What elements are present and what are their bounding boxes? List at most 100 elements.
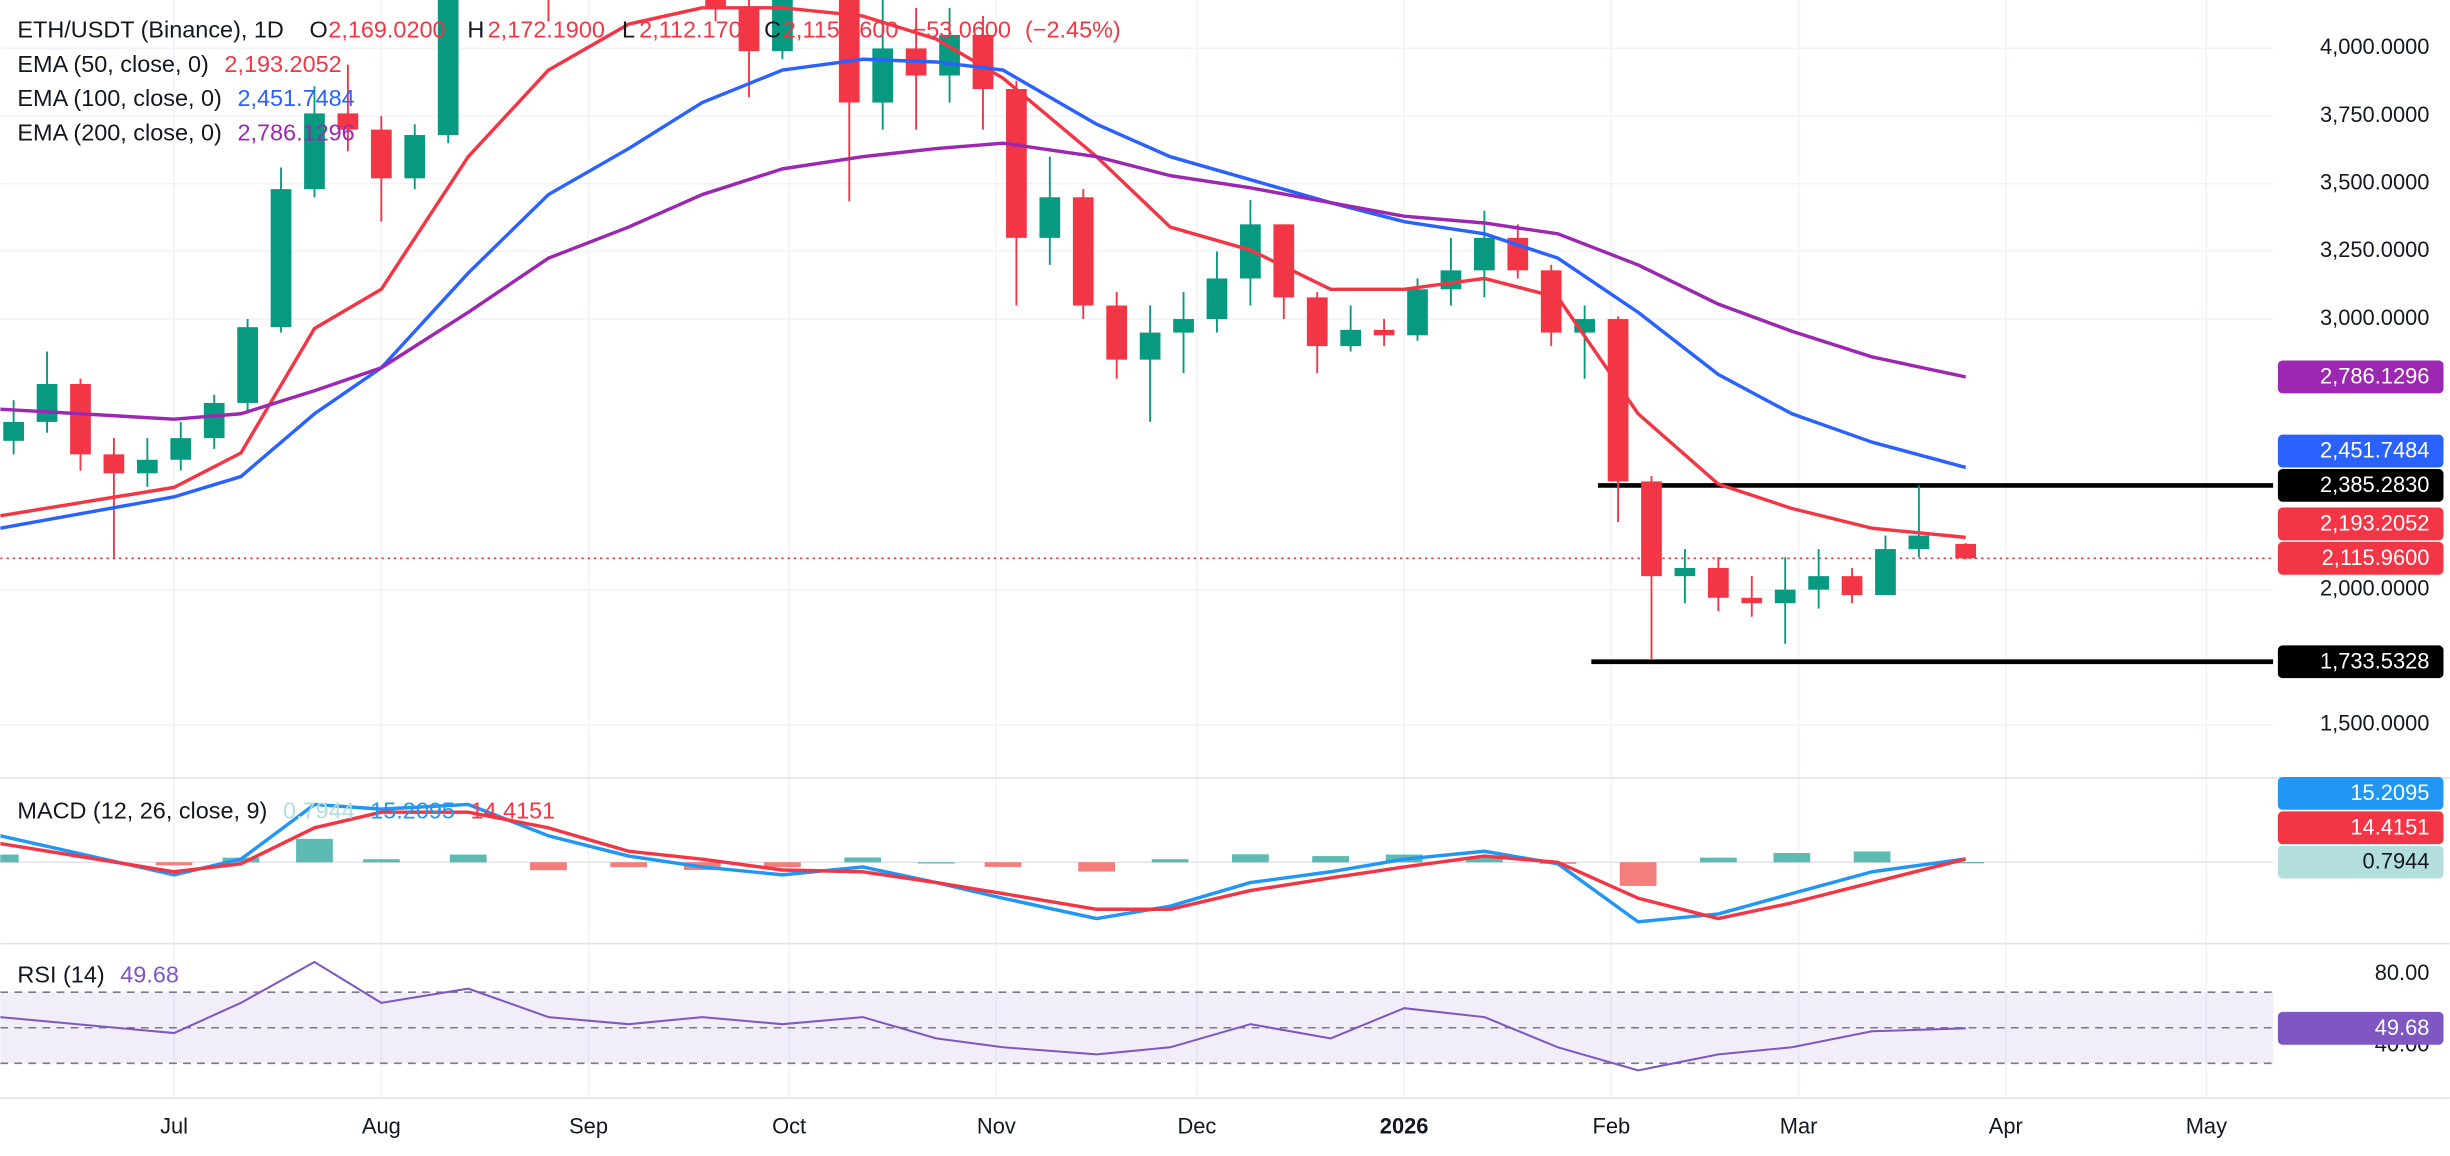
candle-body — [1474, 237, 1495, 271]
price-label: 2,786.1296 — [2320, 363, 2429, 388]
price-label: 2,115.9600 — [2322, 545, 2430, 570]
candle-body — [1407, 289, 1428, 336]
candle-body — [838, 0, 860, 103]
histogram-bar — [530, 862, 567, 871]
y-tick-label: 4,000.0000 — [2320, 34, 2429, 59]
price-label: 2,451.7484 — [2320, 438, 2429, 463]
x-tick-label: Sep — [569, 1114, 608, 1139]
legend-value: 2,451.7484 — [237, 85, 354, 111]
candle-body — [70, 384, 91, 455]
x-tick-label: Mar — [1780, 1114, 1818, 1139]
ema-line — [0, 141, 1967, 421]
candle-body — [1373, 329, 1395, 336]
candle-body — [1741, 597, 1763, 604]
x-tick-label: Dec — [1177, 1114, 1216, 1139]
price-label-box — [2277, 845, 2444, 879]
macd-line — [0, 810, 1967, 921]
candle-body — [705, 0, 726, 8]
ohlc-value: 2,169.0200 — [328, 16, 445, 42]
histogram-bar — [1699, 857, 1737, 863]
y-tick-label: 2,000.0000 — [2320, 575, 2429, 600]
histogram-bar — [1465, 857, 1503, 863]
candle-body — [270, 189, 292, 328]
candle-body — [1072, 197, 1094, 306]
legend: ETH/USDT (Binance), 1D O 2,169.0200 H 2,… — [17, 16, 1120, 987]
candle-body — [1540, 270, 1562, 333]
y-tick-label: 80.00 — [2375, 960, 2430, 985]
candle-body — [1106, 305, 1128, 360]
histogram-bar — [1078, 862, 1116, 872]
candle-body — [1440, 270, 1462, 290]
price-label-box — [2277, 811, 2444, 845]
ohlc-value: 2,172.1900 — [488, 16, 605, 42]
x-tick-label: 2026 — [1380, 1114, 1429, 1139]
candle-body — [437, 0, 459, 136]
candle-body — [1006, 89, 1027, 238]
y-tick-label: 3,750.0000 — [2320, 102, 2429, 127]
change: −53.0600 — [913, 16, 1011, 42]
macd-title: MACD (12, 26, close, 9) — [17, 798, 267, 824]
histogram-bar — [155, 862, 193, 866]
candle-body — [1173, 319, 1194, 333]
candle-body — [1808, 576, 1829, 590]
change-percent: (−2.45%) — [1025, 16, 1121, 42]
histogram-bar — [1853, 851, 1891, 863]
histogram-bar — [0, 854, 19, 863]
x-tick-label: May — [2186, 1114, 2227, 1139]
price-label: 15.2095 — [2350, 780, 2429, 805]
price-label: 0.7944 — [2363, 849, 2430, 874]
candle-body — [1674, 568, 1696, 577]
legend-value: 15.2095 — [370, 798, 455, 824]
histogram-bar — [610, 862, 648, 868]
histogram-bar — [984, 862, 1022, 867]
candle-body — [738, 7, 760, 52]
candle-body — [136, 459, 158, 474]
histogram-bar — [449, 854, 487, 863]
candle-body — [103, 454, 125, 474]
candle-body — [304, 113, 325, 190]
candle-body — [170, 438, 192, 460]
candle-body — [337, 113, 359, 130]
price-label-box — [2277, 1011, 2444, 1045]
legend-name: EMA (200, close, 0) — [17, 120, 221, 146]
legend-value: 2,193.2052 — [224, 51, 341, 77]
ohlc-value: 2,112.1700 — [639, 16, 755, 42]
ohlc-value: 2,115.9600 — [783, 16, 899, 42]
price-pane — [0, 0, 2274, 665]
histogram-bar — [1312, 856, 1349, 863]
histogram-bar — [1151, 859, 1189, 863]
candle-body — [1273, 224, 1295, 298]
x-tick-label: Oct — [772, 1114, 806, 1139]
x-tick-label: Jul — [160, 1114, 188, 1139]
candle-body — [36, 384, 58, 422]
price-label-box — [2277, 360, 2444, 394]
price-label: 49.68 — [2375, 1015, 2430, 1040]
histogram-bar — [1232, 854, 1269, 863]
rsi-line — [0, 960, 1966, 1072]
candle-body — [1841, 576, 1863, 596]
candle-body — [1955, 543, 1977, 559]
x-tick-label: Nov — [977, 1114, 1016, 1139]
candle-body — [1340, 329, 1362, 347]
price-label: 1,733.5328 — [2320, 648, 2429, 673]
candle-body — [1039, 197, 1061, 238]
candle-body — [972, 34, 994, 90]
ohlc-key: L — [622, 16, 635, 42]
candle-body — [370, 129, 392, 179]
x-tick-label: Feb — [1593, 1114, 1631, 1139]
candle-body — [404, 135, 426, 179]
axes: Jul Aug Sep Oct Nov Dec 2026 Feb Mar Apr May 4,000.… — [160, 34, 2444, 1139]
candle-body — [3, 421, 24, 441]
legend-name: EMA (50, close, 0) — [17, 51, 208, 77]
rsi-title: RSI (14) — [17, 962, 104, 988]
candle-body — [1306, 297, 1328, 347]
candle-body — [872, 48, 894, 103]
grid — [0, 0, 2274, 1099]
price-label-box — [2277, 434, 2444, 468]
histogram-bar — [1947, 862, 1985, 864]
candle-body — [772, 0, 793, 52]
histogram-bar — [917, 862, 955, 864]
price-label-box — [2277, 541, 2444, 575]
